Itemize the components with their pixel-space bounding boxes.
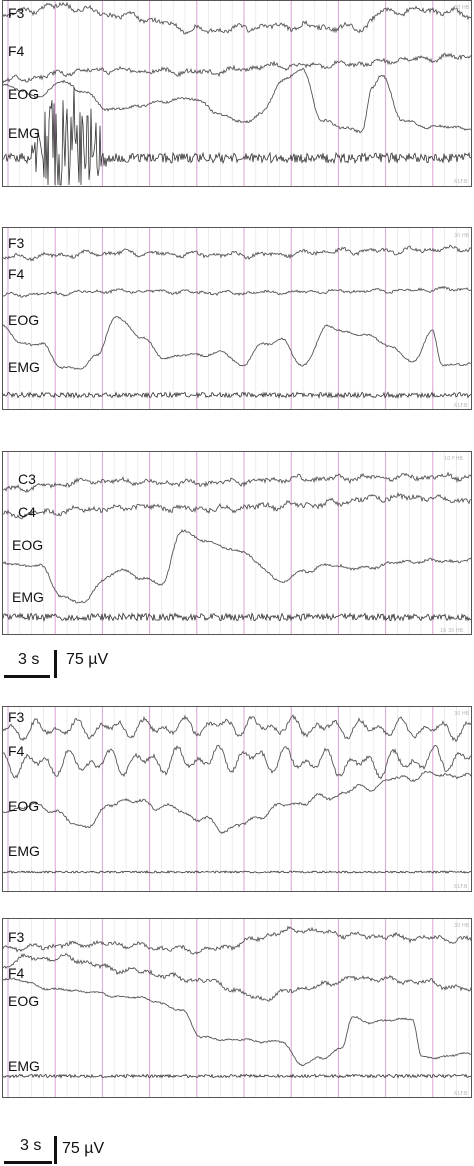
eeg-panel-3-grid bbox=[7, 452, 469, 634]
panel-4-corner-top: 30 HB bbox=[454, 711, 470, 717]
signal-trace-f3 bbox=[2, 1, 472, 35]
eeg-panel-3: C3 C4 EOG EMG 10 F.HB 16 30 HB bbox=[2, 451, 472, 635]
eeg-panel-4: F3 F4 EOG EMG 30 HB 61F.B bbox=[2, 706, 472, 892]
panel-5-corner-top: 30 HB bbox=[454, 923, 470, 929]
signal-trace-f4 bbox=[2, 285, 472, 298]
eeg-panel-3-svg: C3 C4 EOG EMG 10 F.HB 16 30 HB bbox=[2, 451, 472, 635]
panel-1-label-1: F3 bbox=[8, 5, 25, 21]
signal-trace-f4 bbox=[2, 953, 472, 1002]
signal-trace-emg bbox=[2, 612, 472, 623]
signal-trace-f3 bbox=[2, 244, 472, 262]
scale-bar-1-time-line bbox=[4, 675, 50, 678]
panel-3-label-4: EMG bbox=[12, 589, 44, 605]
eeg-panel-5: F3 F4 EOG EMG 30 HB 61F.B bbox=[2, 918, 472, 1098]
panel-2-corner-bottom: 61F.B bbox=[454, 403, 468, 409]
panel-2-label-4: EMG bbox=[8, 359, 40, 375]
eeg-panel-5-svg: F3 F4 EOG EMG 30 HB 61F.B bbox=[2, 918, 472, 1098]
scale-bar-1-time-label: 3 s bbox=[18, 651, 40, 668]
panel-5-corner-bottom: 61F.B bbox=[454, 1091, 468, 1097]
panel-5-label-2: F4 bbox=[8, 965, 25, 981]
eeg-panel-2: F3 F4 EOG EMG 30 HB 61F.B bbox=[2, 227, 472, 410]
scale-bar-2-time-label: 3 s bbox=[20, 1137, 42, 1154]
signal-trace-emg bbox=[2, 870, 472, 874]
eeg-panel-2-svg: F3 F4 EOG EMG 30 HB 61F.B bbox=[2, 227, 472, 410]
panel-1-label-3: EOG bbox=[8, 86, 39, 102]
signal-trace-c4 bbox=[2, 492, 472, 520]
signal-trace-eog bbox=[2, 770, 472, 835]
panel-2-label-3: EOG bbox=[8, 312, 39, 328]
signal-trace-c3 bbox=[2, 471, 472, 494]
eeg-panel-1-traces bbox=[2, 1, 472, 186]
scale-bar-2-amplitude-line bbox=[54, 1136, 57, 1164]
panel-1-corner-bottom: 61F.B bbox=[454, 179, 468, 185]
signal-trace-emg bbox=[2, 1073, 472, 1079]
signal-trace-emg bbox=[2, 391, 472, 400]
panel-3-corner-bottom: 16 30 HB bbox=[440, 628, 464, 634]
panel-2-label-2: F4 bbox=[8, 266, 25, 282]
panel-1-label-2: F4 bbox=[8, 43, 25, 59]
signal-trace-eog bbox=[2, 977, 472, 1067]
panel-2-label-1: F3 bbox=[8, 235, 25, 251]
panel-2-corner-top: 30 HB bbox=[454, 233, 470, 239]
signal-trace-f4 bbox=[2, 744, 472, 780]
scale-bar-1-amplitude-label: 75 µV bbox=[66, 651, 109, 668]
panel-4-label-1: F3 bbox=[8, 709, 25, 725]
signal-trace-eog bbox=[2, 528, 472, 604]
eeg-panel-2-grid bbox=[7, 228, 469, 409]
eeg-panel-2-traces bbox=[2, 244, 472, 400]
signal-trace-emg bbox=[2, 86, 472, 186]
signal-trace-f3 bbox=[2, 714, 472, 743]
panel-4-label-4: EMG bbox=[8, 843, 40, 859]
panel-3-label-2: C4 bbox=[18, 504, 36, 520]
scale-bar-2-amplitude-label: 75 µV bbox=[62, 1140, 105, 1157]
eeg-panel-5-traces bbox=[2, 925, 472, 1079]
panel-4-label-2: F4 bbox=[8, 743, 25, 759]
panel-4-label-3: EOG bbox=[8, 798, 39, 814]
eeg-panel-3-traces bbox=[2, 471, 472, 623]
panel-3-label-1: C3 bbox=[18, 471, 36, 487]
signal-trace-f4 bbox=[2, 52, 472, 84]
panel-5-label-3: EOG bbox=[8, 993, 39, 1009]
panel-1-label-4: EMG bbox=[8, 125, 40, 141]
eeg-panel-4-traces bbox=[2, 714, 472, 874]
scale-bar-1-amplitude-line bbox=[54, 650, 57, 678]
signal-trace-eog bbox=[2, 67, 471, 134]
eeg-panel-1: F3 F4 EOG EMG 30 HB 61F.B bbox=[2, 0, 472, 187]
panel-4-corner-bottom: 61F.B bbox=[454, 884, 468, 890]
signal-trace-f3 bbox=[2, 925, 472, 955]
signal-trace-eog bbox=[2, 316, 471, 370]
panel-5-label-1: F3 bbox=[8, 929, 25, 945]
panel-5-label-4: EMG bbox=[8, 1058, 40, 1074]
panel-3-label-3: EOG bbox=[12, 537, 43, 553]
panel-3-corner-top: 10 F.HB bbox=[444, 456, 463, 462]
scale-bar-2-time-line bbox=[4, 1161, 52, 1164]
panel-1-corner-top: 30 HB bbox=[454, 5, 470, 11]
eeg-panel-4-svg: F3 F4 EOG EMG 30 HB 61F.B bbox=[2, 706, 472, 892]
eeg-panel-1-svg: F3 F4 EOG EMG 30 HB 61F.B bbox=[2, 0, 472, 187]
